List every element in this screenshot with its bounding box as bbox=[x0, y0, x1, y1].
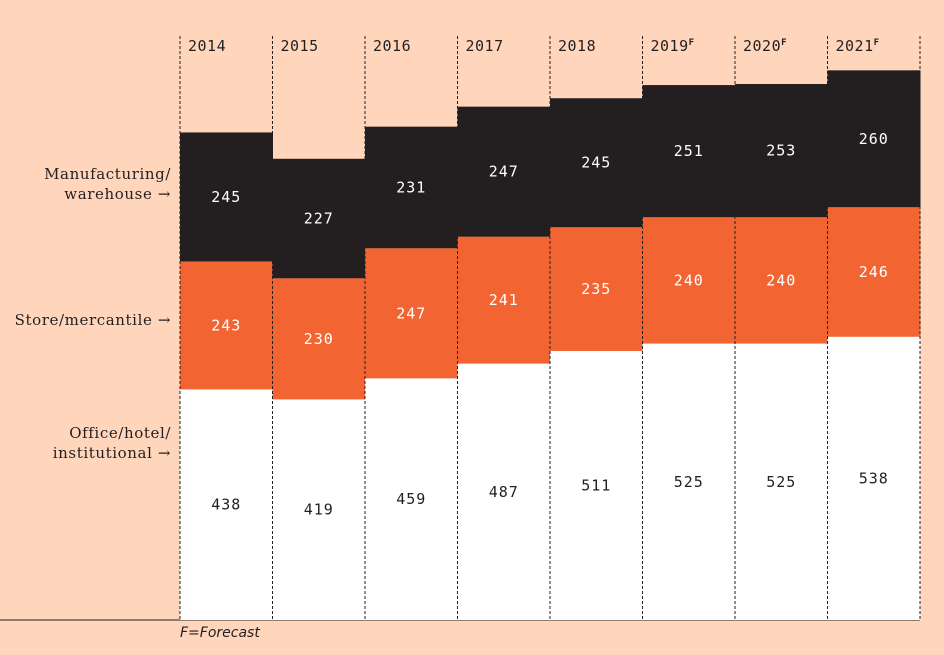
data-label: 245 bbox=[211, 188, 241, 206]
bar-segment bbox=[827, 70, 921, 208]
year-label: 2021F bbox=[836, 37, 880, 55]
data-label: 251 bbox=[674, 142, 704, 160]
data-label: 459 bbox=[396, 490, 426, 508]
data-label: 230 bbox=[304, 330, 334, 348]
year-label: 2018 bbox=[558, 37, 596, 55]
bar-segment bbox=[272, 399, 366, 620]
data-label: 241 bbox=[489, 291, 519, 309]
bar-segment bbox=[827, 207, 921, 337]
year-label: 2016 bbox=[373, 37, 411, 55]
bar-segment bbox=[180, 389, 273, 620]
year-label: 2019F bbox=[651, 37, 695, 55]
bar-segment bbox=[550, 350, 643, 620]
bar-segment bbox=[642, 85, 736, 218]
series-label-manufacturing: Manufacturing/ warehouse → bbox=[44, 165, 171, 203]
data-label: 247 bbox=[396, 304, 426, 322]
series-label-store: Store/mercantile → bbox=[14, 311, 171, 329]
bar-segment bbox=[272, 278, 366, 400]
data-label: 246 bbox=[859, 263, 889, 281]
bar-segment bbox=[272, 158, 366, 279]
bar-segment bbox=[642, 343, 736, 620]
bar-segment bbox=[642, 217, 736, 344]
data-label: 487 bbox=[489, 483, 519, 501]
bar-segment bbox=[550, 98, 643, 228]
bar-segment bbox=[180, 132, 273, 262]
data-label: 419 bbox=[304, 501, 334, 519]
data-label: 438 bbox=[211, 496, 241, 514]
year-label: 2015 bbox=[281, 37, 319, 55]
data-label: 253 bbox=[766, 142, 796, 160]
data-label: 525 bbox=[766, 473, 796, 491]
data-label: 243 bbox=[211, 316, 241, 334]
year-label: 2020F bbox=[743, 37, 787, 55]
data-label: 247 bbox=[489, 163, 519, 181]
data-label: 260 bbox=[859, 130, 889, 148]
bar-segment bbox=[735, 217, 828, 344]
bar-segment bbox=[827, 336, 921, 620]
bar-segment bbox=[365, 126, 458, 249]
data-label: 525 bbox=[674, 473, 704, 491]
bar-segment bbox=[735, 84, 828, 218]
data-label: 538 bbox=[859, 469, 889, 487]
bar-segment bbox=[180, 261, 273, 390]
bar-segment bbox=[457, 106, 551, 237]
year-label: 2014 bbox=[188, 37, 226, 55]
bar-segment bbox=[365, 378, 458, 620]
data-label: 231 bbox=[396, 178, 426, 196]
data-label: 245 bbox=[581, 154, 611, 172]
year-label: 2017 bbox=[466, 37, 504, 55]
data-label: 511 bbox=[581, 476, 611, 494]
bar-segment bbox=[735, 343, 828, 620]
bar-segment bbox=[457, 236, 551, 364]
series-label-office: Office/hotel/ institutional → bbox=[52, 424, 171, 462]
bar-segment bbox=[550, 227, 643, 351]
bar-segment bbox=[457, 363, 551, 620]
bar-segment bbox=[365, 248, 458, 379]
data-label: 240 bbox=[766, 271, 796, 289]
forecast-footnote: F=Forecast bbox=[180, 625, 260, 641]
data-label: 227 bbox=[304, 210, 334, 228]
data-label: 235 bbox=[581, 280, 611, 298]
data-label: 240 bbox=[674, 271, 704, 289]
